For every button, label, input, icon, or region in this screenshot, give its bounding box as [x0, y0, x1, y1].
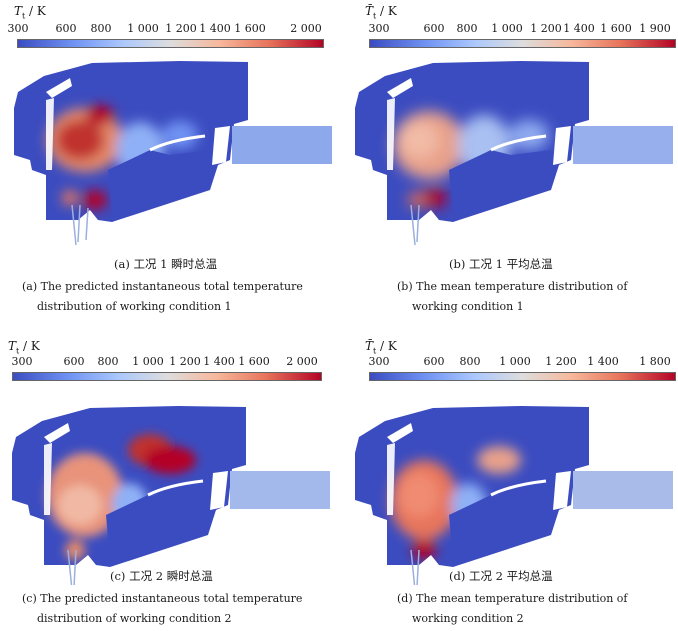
colorbar-tick: 600 — [63, 355, 85, 368]
caption-cn: (a) 工况 1 瞬时总温 — [114, 257, 218, 271]
colorbar-tick: 1 400 — [587, 355, 619, 368]
colorbar-tick: 1 200 — [165, 22, 197, 35]
caption-en: (a) The predicted instantaneous total te… — [22, 280, 303, 313]
temperature-field-image — [355, 406, 673, 585]
colorbar-tick: 1 200 — [169, 355, 201, 368]
colorbar-title: Tt / K — [8, 339, 40, 356]
colorbar — [12, 372, 322, 381]
colorbar — [369, 372, 676, 381]
colorbar-tick: 300 — [11, 355, 33, 368]
colorbar-tick: 2 000 — [290, 22, 322, 35]
colorbar-tick: 1 900 — [639, 22, 671, 35]
colorbar-tick: 1 200 — [530, 22, 562, 35]
caption-en: (b) The mean temperature distribution of… — [397, 280, 628, 313]
colorbar-tick: 1 000 — [491, 22, 523, 35]
colorbar-tick: 1 600 — [600, 22, 632, 35]
colorbar-tick: 300 — [368, 355, 390, 368]
colorbar-tick: 1 400 — [199, 22, 231, 35]
caption-cn: (b) 工况 1 平均总温 — [449, 257, 553, 271]
colorbar-title: T̄t / K — [365, 339, 397, 356]
colorbar-tick: 1 400 — [563, 22, 595, 35]
caption-cn: (c) 工况 2 瞬时总温 — [110, 569, 213, 583]
panel-a: Tt / K 300 600 800 1 000 1 200 1 400 1 6… — [0, 0, 339, 315]
colorbar-tick: 800 — [97, 355, 119, 368]
colorbar-tick: 800 — [456, 22, 478, 35]
colorbar-tick: 2 000 — [286, 355, 318, 368]
colorbar-tick: 600 — [423, 22, 445, 35]
colorbar-tick: 1 000 — [132, 355, 164, 368]
colorbar-tick: 1 600 — [234, 22, 266, 35]
colorbar-tick: 1 600 — [238, 355, 270, 368]
colorbar-tick: 300 — [368, 22, 390, 35]
caption-cn: (d) 工况 2 平均总温 — [449, 569, 553, 583]
colorbar-tick: 300 — [7, 22, 29, 35]
colorbar-tick: 1 200 — [545, 355, 577, 368]
colorbar-tick: 800 — [459, 355, 481, 368]
panel-b: T̄t / K 300 600 800 1 000 1 200 1 400 1 … — [339, 0, 678, 315]
colorbar-tick: 600 — [55, 22, 77, 35]
colorbar-title: T̄t / K — [365, 4, 397, 21]
colorbar — [369, 39, 676, 48]
panel-c: Tt / K 300 600 800 1 000 1 200 1 400 1 6… — [0, 315, 339, 630]
colorbar-tick: 1 800 — [639, 355, 671, 368]
caption-en: (c) The predicted instantaneous total te… — [22, 592, 303, 625]
colorbar-tick: 1 000 — [127, 22, 159, 35]
panel-d: T̄t / K 300 600 800 1 000 1 200 1 400 1 … — [339, 315, 678, 630]
colorbar-tick: 800 — [90, 22, 112, 35]
colorbar-tick: 600 — [423, 355, 445, 368]
colorbar — [17, 39, 324, 48]
colorbar-tick: 1 400 — [203, 355, 235, 368]
colorbar-title: Tt / K — [14, 4, 46, 21]
temperature-field-image — [14, 61, 332, 246]
temperature-field-image — [12, 406, 330, 585]
colorbar-tick: 1 000 — [499, 355, 531, 368]
caption-en: (d) The mean temperature distribution of… — [397, 592, 628, 625]
temperature-field-image — [355, 61, 673, 246]
